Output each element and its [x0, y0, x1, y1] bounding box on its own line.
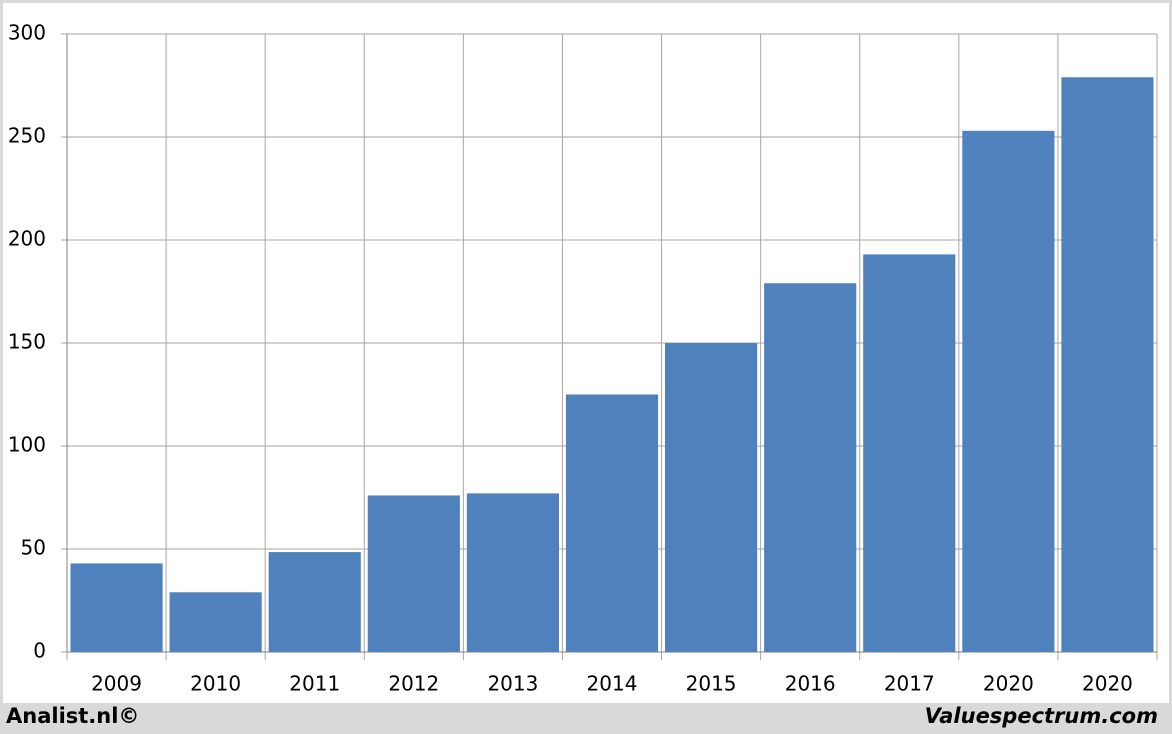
x-tick-label: 2020	[983, 672, 1034, 696]
y-tick-label: 150	[8, 330, 46, 354]
bar	[466, 493, 559, 652]
x-tick-label: 2012	[388, 672, 439, 696]
x-tick-label: 2011	[289, 672, 340, 696]
footer-left: Analist.nl©	[6, 704, 139, 728]
bar	[1061, 77, 1154, 652]
x-tick-label: 2013	[487, 672, 538, 696]
bar	[665, 343, 758, 652]
x-tick-label: 2009	[91, 672, 142, 696]
x-tick-label: 2010	[190, 672, 241, 696]
y-tick-label: 200	[8, 227, 46, 251]
bar	[863, 254, 956, 653]
y-tick-label: 100	[8, 433, 46, 457]
x-tick-label: 2016	[785, 672, 836, 696]
bar	[962, 130, 1055, 652]
footer-right: Valuespectrum.com	[925, 704, 1158, 728]
y-tick-label: 250	[8, 124, 46, 148]
x-tick-label: 2015	[686, 672, 737, 696]
bar	[367, 495, 460, 652]
y-tick-label: 300	[8, 21, 46, 45]
bar	[764, 283, 857, 652]
bar	[565, 394, 659, 652]
x-tick-label: 2014	[587, 672, 638, 696]
y-tick-label: 0	[33, 639, 46, 663]
x-tick-label: 2017	[884, 672, 935, 696]
bar	[169, 592, 262, 652]
x-tick-label: 2020	[1082, 672, 1133, 696]
bar	[268, 552, 361, 652]
y-tick-label: 50	[21, 536, 46, 560]
bar	[70, 563, 163, 652]
